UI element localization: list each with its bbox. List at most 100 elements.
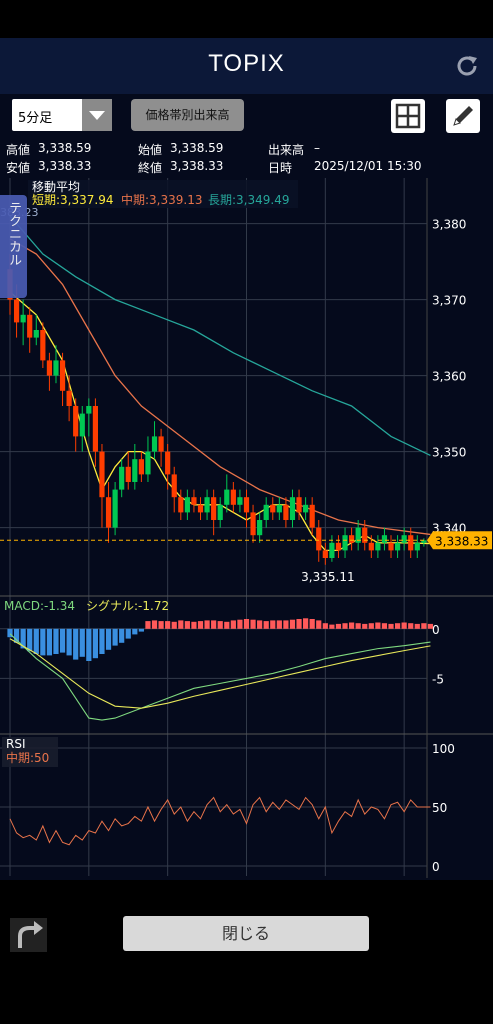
legend-bg [28, 180, 298, 208]
status-bar [0, 0, 493, 38]
rsi-legend-bg [2, 737, 58, 767]
candle-body [99, 451, 105, 498]
macd-histogram-bar [73, 628, 79, 660]
rsi-y-tick-label: 0 [432, 860, 440, 874]
ohlc-info: 高値 3,338.59 安値 3,338.33 始値 3,338.59 終値 3… [0, 138, 493, 178]
candle-body [132, 459, 138, 482]
candle-body [421, 540, 427, 543]
page-title: TOPIX [208, 50, 285, 77]
macd-histogram-bar [250, 619, 256, 629]
candle-body [151, 436, 158, 452]
candle-body [230, 489, 236, 505]
chart-toolbar: 5分足 価格帯別出来高 [0, 94, 493, 138]
candle-body [33, 330, 39, 338]
candle-body [408, 535, 414, 551]
candle-body [197, 504, 204, 513]
macd-histogram-bar [112, 628, 118, 646]
technical-tab[interactable]: テクニカル [0, 195, 27, 298]
macd-histogram-bar [33, 628, 39, 654]
volume-profile-button[interactable]: 価格帯別出来高 [131, 99, 244, 131]
macd-histogram-bar [178, 620, 184, 629]
candle-body [119, 466, 125, 490]
macd-histogram-bar [427, 623, 434, 629]
candle-body [276, 504, 282, 513]
macd-histogram-bar [329, 624, 335, 629]
macd-histogram-bar [322, 623, 328, 629]
macd-histogram-bar [342, 623, 348, 629]
candle-body [289, 497, 296, 520]
ma-legend-title: 移動平均 [32, 180, 80, 194]
rsi-line [9, 796, 431, 846]
chart-svg[interactable]: 09:0010:0011:0013:0014:0015:003,3803,370… [0, 178, 493, 880]
macd-histogram-bar [375, 622, 381, 629]
macd-histogram-bar [40, 628, 46, 656]
macd-histogram-bar [394, 623, 401, 629]
candle-body [322, 550, 328, 558]
candle-body [59, 360, 66, 391]
candle-body [355, 527, 361, 543]
macd-histogram-bar [66, 628, 72, 656]
macd-histogram-bar [289, 619, 296, 629]
macd-histogram-bar [184, 621, 190, 629]
pencil-icon [453, 106, 473, 126]
candle-body [309, 504, 315, 528]
y-tick-label: 3,350 [432, 446, 466, 460]
macd-y-tick-label: 0 [432, 623, 440, 637]
macd-histogram-bar [46, 628, 53, 656]
ma-legend-item: 長期:3,349.49 [208, 193, 289, 207]
grid-icon [395, 103, 421, 129]
last-price-tag [427, 531, 492, 550]
macd-histogram-bar [197, 621, 204, 629]
macd-histogram-bar [414, 623, 420, 629]
candle-body [46, 360, 53, 376]
candle-body [237, 497, 243, 505]
signal-line [9, 638, 431, 709]
chart-area[interactable]: 09:0010:0011:0013:0014:0015:003,3803,370… [0, 178, 493, 880]
candle-body [394, 542, 401, 551]
candle-body [92, 406, 98, 452]
candle-body [388, 542, 394, 551]
macd-y-tick-label: -5 [432, 672, 444, 686]
macd-histogram-bar [158, 621, 164, 629]
candle-body [191, 497, 197, 505]
macd-histogram-bar [191, 621, 197, 629]
macd-histogram-bar [230, 620, 236, 629]
candle-body [27, 314, 33, 338]
technical-tab-label: テクニカル [6, 201, 21, 266]
candle-body [112, 489, 118, 528]
candle-body [217, 504, 223, 520]
signal-legend: シグナル:-1.72 [86, 599, 169, 613]
macd-histogram-bar [335, 623, 342, 629]
candle-body [145, 451, 151, 475]
layout-grid-button[interactable] [391, 99, 425, 133]
y-tick-label: 3,370 [432, 294, 466, 308]
volume-label: 出来高 [268, 143, 305, 157]
period-select[interactable]: 5分足 [12, 99, 112, 131]
candle-body [335, 542, 342, 551]
high-value: 3,338.59 [38, 141, 92, 155]
macd-histogram-bar [237, 619, 243, 629]
macd-histogram-bar [401, 622, 407, 629]
macd-histogram-bar [20, 628, 26, 649]
ma-legend-item: 短期:3,337.94 [32, 193, 113, 207]
candle-body [105, 497, 112, 528]
macd-legend: MACD:-1.34 [4, 599, 75, 613]
candle-body [13, 299, 20, 323]
y-tick-label: 3,360 [432, 370, 466, 384]
last-price-label: 3,338.33 [435, 534, 488, 548]
candle-body [401, 535, 407, 543]
refresh-icon[interactable] [453, 52, 481, 80]
macd-histogram-bar [243, 619, 250, 629]
back-icon[interactable] [10, 918, 47, 952]
macd-histogram-bar [99, 628, 105, 654]
rsi-y-tick-label: 50 [432, 801, 447, 815]
chevron-down-icon [82, 99, 112, 131]
macd-histogram-bar [211, 620, 217, 629]
bottom-bar: 閉じる [0, 880, 493, 1024]
candle-body [243, 497, 250, 513]
draw-button[interactable] [446, 99, 480, 133]
candle-body [178, 497, 184, 513]
macd-histogram-bar [257, 620, 263, 629]
macd-histogram-bar [119, 628, 125, 643]
close-button[interactable]: 閉じる [123, 916, 369, 951]
